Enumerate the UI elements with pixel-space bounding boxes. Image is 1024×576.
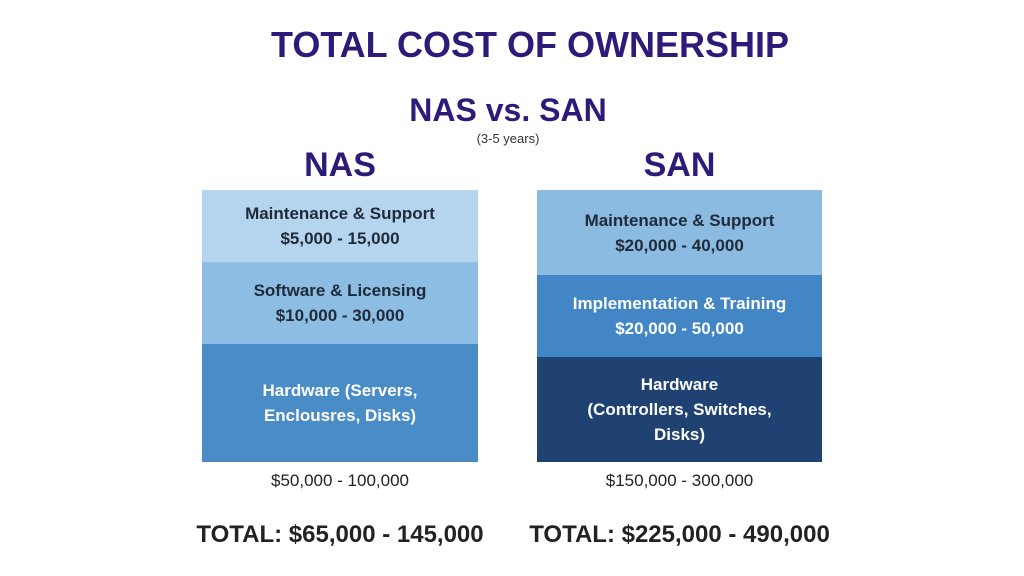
block-line: $5,000 - 15,000 — [280, 229, 400, 248]
block-line: Disks) — [653, 425, 706, 444]
column-heading: SAN — [643, 146, 716, 184]
cost-block: Hardware (Servers, Enclousres, Disks) — [202, 344, 478, 462]
cost-block: Hardware (Controllers, Switches, Disks) — [537, 357, 822, 462]
block-line: Software & Licensing — [253, 281, 427, 300]
cost-block: Maintenance & Support $5,000 - 15,000 — [202, 190, 478, 262]
column-heading: NAS — [304, 146, 376, 184]
total: TOTAL: $225,000 - 490,000 — [529, 521, 830, 548]
block-line: $10,000 - 30,000 — [275, 306, 405, 325]
cost-block: Maintenance & Support $20,000 - 40,000 — [537, 190, 822, 275]
block-line: Hardware — [640, 375, 719, 394]
block-line: $20,000 - 40,000 — [615, 235, 744, 255]
block-line: Maintenance & Support — [584, 210, 775, 230]
cost-block: Implementation & Training $20,000 - 50,00… — [537, 275, 822, 357]
block-line: Hardware (Servers, — [262, 381, 418, 400]
title: TOTAL COST OF OWNERSHIP — [270, 24, 789, 65]
block-line: (Controllers, Switches, — [587, 400, 772, 419]
total: TOTAL: $65,000 - 145,000 — [196, 521, 484, 548]
block-line: Maintenance & Support — [245, 204, 435, 223]
hardware-cost: $150,000 - 300,000 — [605, 471, 754, 490]
block-line: $20,000 - 50,000 — [615, 319, 744, 338]
subtitle: NAS vs. SAN — [409, 92, 607, 128]
note: (3-5 years) — [476, 131, 540, 146]
block-line: Enclousres, Disks) — [263, 406, 417, 425]
block-line: Implementation & Training — [572, 294, 787, 313]
cost-block: Software & Licensing $10,000 - 30,000 — [202, 262, 478, 344]
hardware-cost: $50,000 - 100,000 — [270, 471, 409, 490]
